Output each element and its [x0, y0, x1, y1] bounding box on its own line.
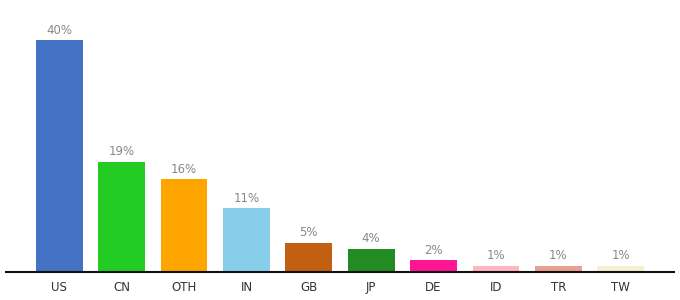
Text: 1%: 1%	[549, 250, 568, 262]
Bar	[597, 266, 644, 272]
Bar	[160, 179, 207, 272]
Bar	[36, 40, 83, 272]
Bar	[347, 249, 394, 272]
Text: 1%: 1%	[487, 250, 505, 262]
Bar	[99, 162, 145, 272]
Text: 16%: 16%	[171, 163, 197, 176]
Bar	[410, 260, 457, 272]
Text: 5%: 5%	[300, 226, 318, 239]
Bar	[473, 266, 520, 272]
Text: 2%: 2%	[424, 244, 443, 257]
Bar	[223, 208, 270, 272]
Text: 11%: 11%	[233, 192, 260, 205]
Bar	[286, 243, 333, 272]
Text: 1%: 1%	[611, 250, 630, 262]
Text: 40%: 40%	[46, 24, 72, 37]
Text: 19%: 19%	[109, 145, 135, 158]
Text: 4%: 4%	[362, 232, 381, 245]
Bar	[535, 266, 581, 272]
